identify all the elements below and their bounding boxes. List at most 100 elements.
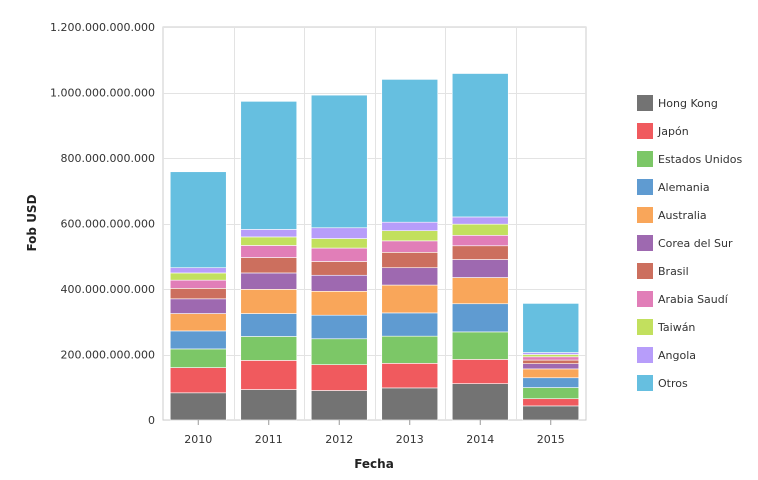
bar-segment	[381, 252, 439, 269]
x-tick-label: 2012	[325, 433, 353, 446]
bar-segment	[169, 348, 227, 368]
x-axis-ticks: 2010 2011 2012 2013 2014 2015	[184, 420, 565, 446]
y-tick-label: 0	[148, 414, 155, 427]
bar-segment	[310, 247, 368, 262]
bar-segment	[451, 331, 509, 360]
y-tick-label: 400.000.000.000	[61, 283, 155, 296]
bar-segment	[310, 290, 368, 316]
bar-segment	[310, 238, 368, 249]
legend-swatch	[637, 375, 653, 391]
legend-swatch	[637, 123, 653, 139]
bar-segment	[381, 79, 439, 223]
bar-segment	[381, 240, 439, 253]
x-tick-label: 2013	[396, 433, 424, 446]
x-tick-label: 2011	[255, 433, 283, 446]
bar-segment	[451, 234, 509, 247]
bar-segment	[381, 363, 439, 389]
legend-swatch	[637, 347, 653, 363]
legend-swatch	[637, 179, 653, 195]
y-tick-label: 600.000.000.000	[61, 218, 155, 231]
gridlines	[163, 27, 586, 421]
bar-segment	[522, 356, 580, 361]
bar-segment	[169, 298, 227, 314]
legend-swatch	[637, 207, 653, 223]
bar-stack-2010	[169, 171, 227, 421]
legend-swatch	[637, 291, 653, 307]
bar-segment	[522, 377, 580, 388]
legend-label: Alemania	[658, 181, 710, 194]
y-tick-label: 800.000.000.000	[61, 152, 155, 165]
legend-item: Australia	[637, 207, 707, 223]
bar-segment	[310, 314, 368, 340]
legend-item: Otros	[637, 375, 688, 391]
bar-segment	[240, 236, 298, 246]
bar-segment	[451, 359, 509, 384]
x-tick-label: 2010	[184, 433, 212, 446]
bar-segment	[169, 267, 227, 274]
bar-stack-2012	[310, 94, 368, 421]
bar-segment	[310, 274, 368, 292]
bar-segment	[381, 335, 439, 364]
bar-segment	[240, 229, 298, 238]
bar-segment	[169, 313, 227, 332]
legend-label: Australia	[658, 209, 707, 222]
bar-segment	[169, 171, 227, 269]
bar-segment	[522, 303, 580, 353]
legend-item: Arabia Saudí	[637, 291, 729, 307]
legend-swatch	[637, 319, 653, 335]
bar-segment	[451, 259, 509, 278]
legend-item: Corea del Sur	[637, 235, 733, 251]
bar-segment	[240, 272, 298, 290]
bars	[169, 73, 580, 421]
bar-segment	[240, 360, 298, 390]
bar-segment	[522, 405, 580, 421]
bar-segment	[381, 312, 439, 337]
bar-segment	[169, 288, 227, 300]
bar-segment	[240, 389, 298, 421]
bar-segment	[310, 261, 368, 276]
legend-label: Corea del Sur	[658, 237, 733, 250]
bar-segment	[310, 94, 368, 229]
y-tick-label: 1.200.000.000.000	[50, 21, 155, 34]
bar-segment	[240, 336, 298, 361]
bar-segment	[451, 216, 509, 225]
bar-segment	[240, 101, 298, 230]
bar-segment	[522, 359, 580, 364]
bar-segment	[240, 245, 298, 258]
legend-item: Angola	[637, 347, 696, 363]
legend-item: Hong Kong	[637, 95, 718, 111]
x-tick-label: 2014	[466, 433, 494, 446]
legend-label: Taiwán	[657, 321, 695, 334]
bar-segment	[240, 257, 298, 274]
bar-segment	[451, 245, 509, 260]
legend-label: Brasil	[658, 265, 689, 278]
legend-item: Brasil	[637, 263, 689, 279]
legend-swatch	[637, 235, 653, 251]
bar-segment	[381, 267, 439, 286]
legend: Hong Kong Japón Estados Unidos Alemania Aust…	[637, 95, 742, 391]
bar-segment	[240, 313, 298, 337]
bar-stack-2013	[381, 79, 439, 421]
legend-swatch	[637, 95, 653, 111]
legend-item: Alemania	[637, 179, 710, 195]
bar-stack-2015	[522, 303, 580, 421]
bar-segment	[522, 387, 580, 400]
bar-segment	[522, 398, 580, 407]
bar-segment	[451, 383, 509, 421]
bar-segment	[310, 390, 368, 421]
bar-segment	[169, 392, 227, 421]
bar-segment	[240, 289, 298, 314]
legend-swatch	[637, 151, 653, 167]
bar-segment	[169, 367, 227, 394]
legend-label: Angola	[658, 349, 696, 362]
plot-area	[162, 26, 587, 421]
bar-segment	[451, 303, 509, 333]
bar-segment	[169, 330, 227, 350]
legend-label: Otros	[658, 377, 688, 390]
x-tick-label: 2015	[537, 433, 565, 446]
bar-segment	[522, 363, 580, 370]
bar-segment	[451, 277, 509, 305]
bar-segment	[169, 279, 227, 289]
legend-item: Estados Unidos	[637, 151, 742, 167]
